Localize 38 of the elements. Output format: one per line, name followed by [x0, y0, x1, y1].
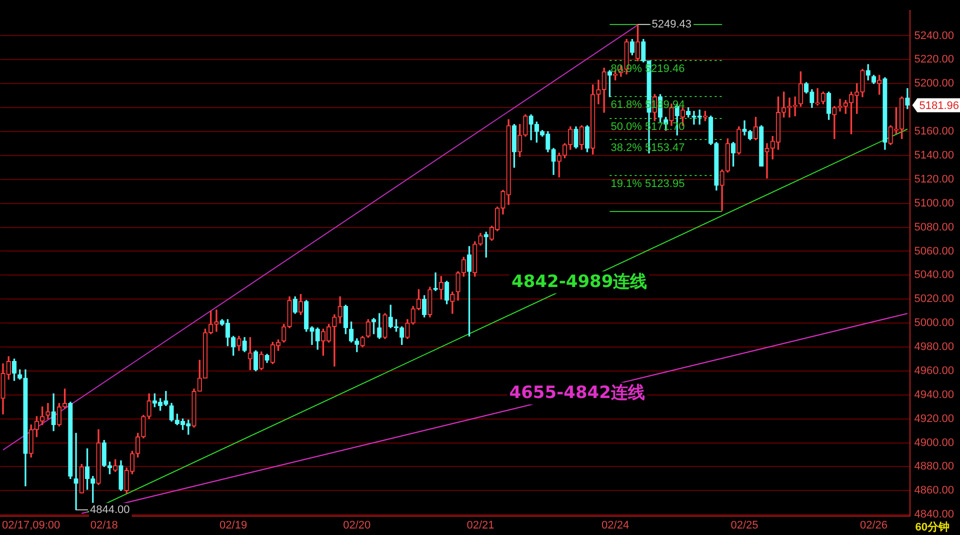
x-tick-label: 02/20 [343, 519, 371, 532]
text: 5181.96 [919, 100, 960, 112]
series-label: 4842-4989连线 [512, 272, 648, 292]
y-tick-label: 5000.00 [914, 317, 954, 330]
x-tick-label: 02/17,09:00 [2, 519, 60, 532]
y-tick-label: 5140.00 [914, 149, 954, 162]
x-tick-label: 02/26 [860, 519, 888, 532]
y-tick-label: 5100.00 [914, 197, 954, 210]
annotation: 5249.43 [652, 18, 692, 30]
y-tick-label: 4900.00 [914, 436, 954, 449]
y-tick-label: 5240.00 [914, 30, 954, 42]
y-tick-label: 5020.00 [914, 293, 954, 306]
x-tick-label: 02/24 [602, 519, 630, 532]
y-tick-label: 5220.00 [914, 54, 954, 66]
y-tick-label: 4880.00 [914, 460, 954, 473]
y-tick-label: 4980.00 [914, 341, 954, 354]
annotation: 4844.00 [90, 504, 130, 516]
text: 60分钟 [915, 520, 950, 534]
candlestick [74, 432, 78, 510]
y-tick-label: 5080.00 [914, 221, 954, 234]
y-tick-label: 4940.00 [914, 388, 954, 401]
x-tick-label: 02/19 [220, 519, 248, 532]
y-tick-label: 4960.00 [914, 364, 954, 377]
x-tick-label: 02/21 [466, 519, 494, 532]
y-tick-label: 5060.00 [914, 245, 954, 258]
y-tick-label: 4840.00 [914, 508, 954, 521]
candlestick [742, 120, 747, 136]
y-tick-label: 5160.00 [914, 126, 954, 138]
y-tick-label: 4920.00 [914, 412, 954, 425]
candlestick [433, 272, 438, 292]
y-tick-label: 5200.00 [914, 78, 954, 90]
series-label: 4655-4842连线 [509, 382, 645, 403]
y-tick-label: 5040.00 [914, 269, 954, 282]
y-tick-label: 5120.00 [914, 173, 954, 186]
x-tick-label: 02/18 [90, 519, 118, 532]
y-tick-label: 4860.00 [914, 484, 954, 497]
x-tick-label: 02/25 [730, 519, 758, 532]
ref-line-label: 19.1% 5123.95 [610, 178, 685, 190]
